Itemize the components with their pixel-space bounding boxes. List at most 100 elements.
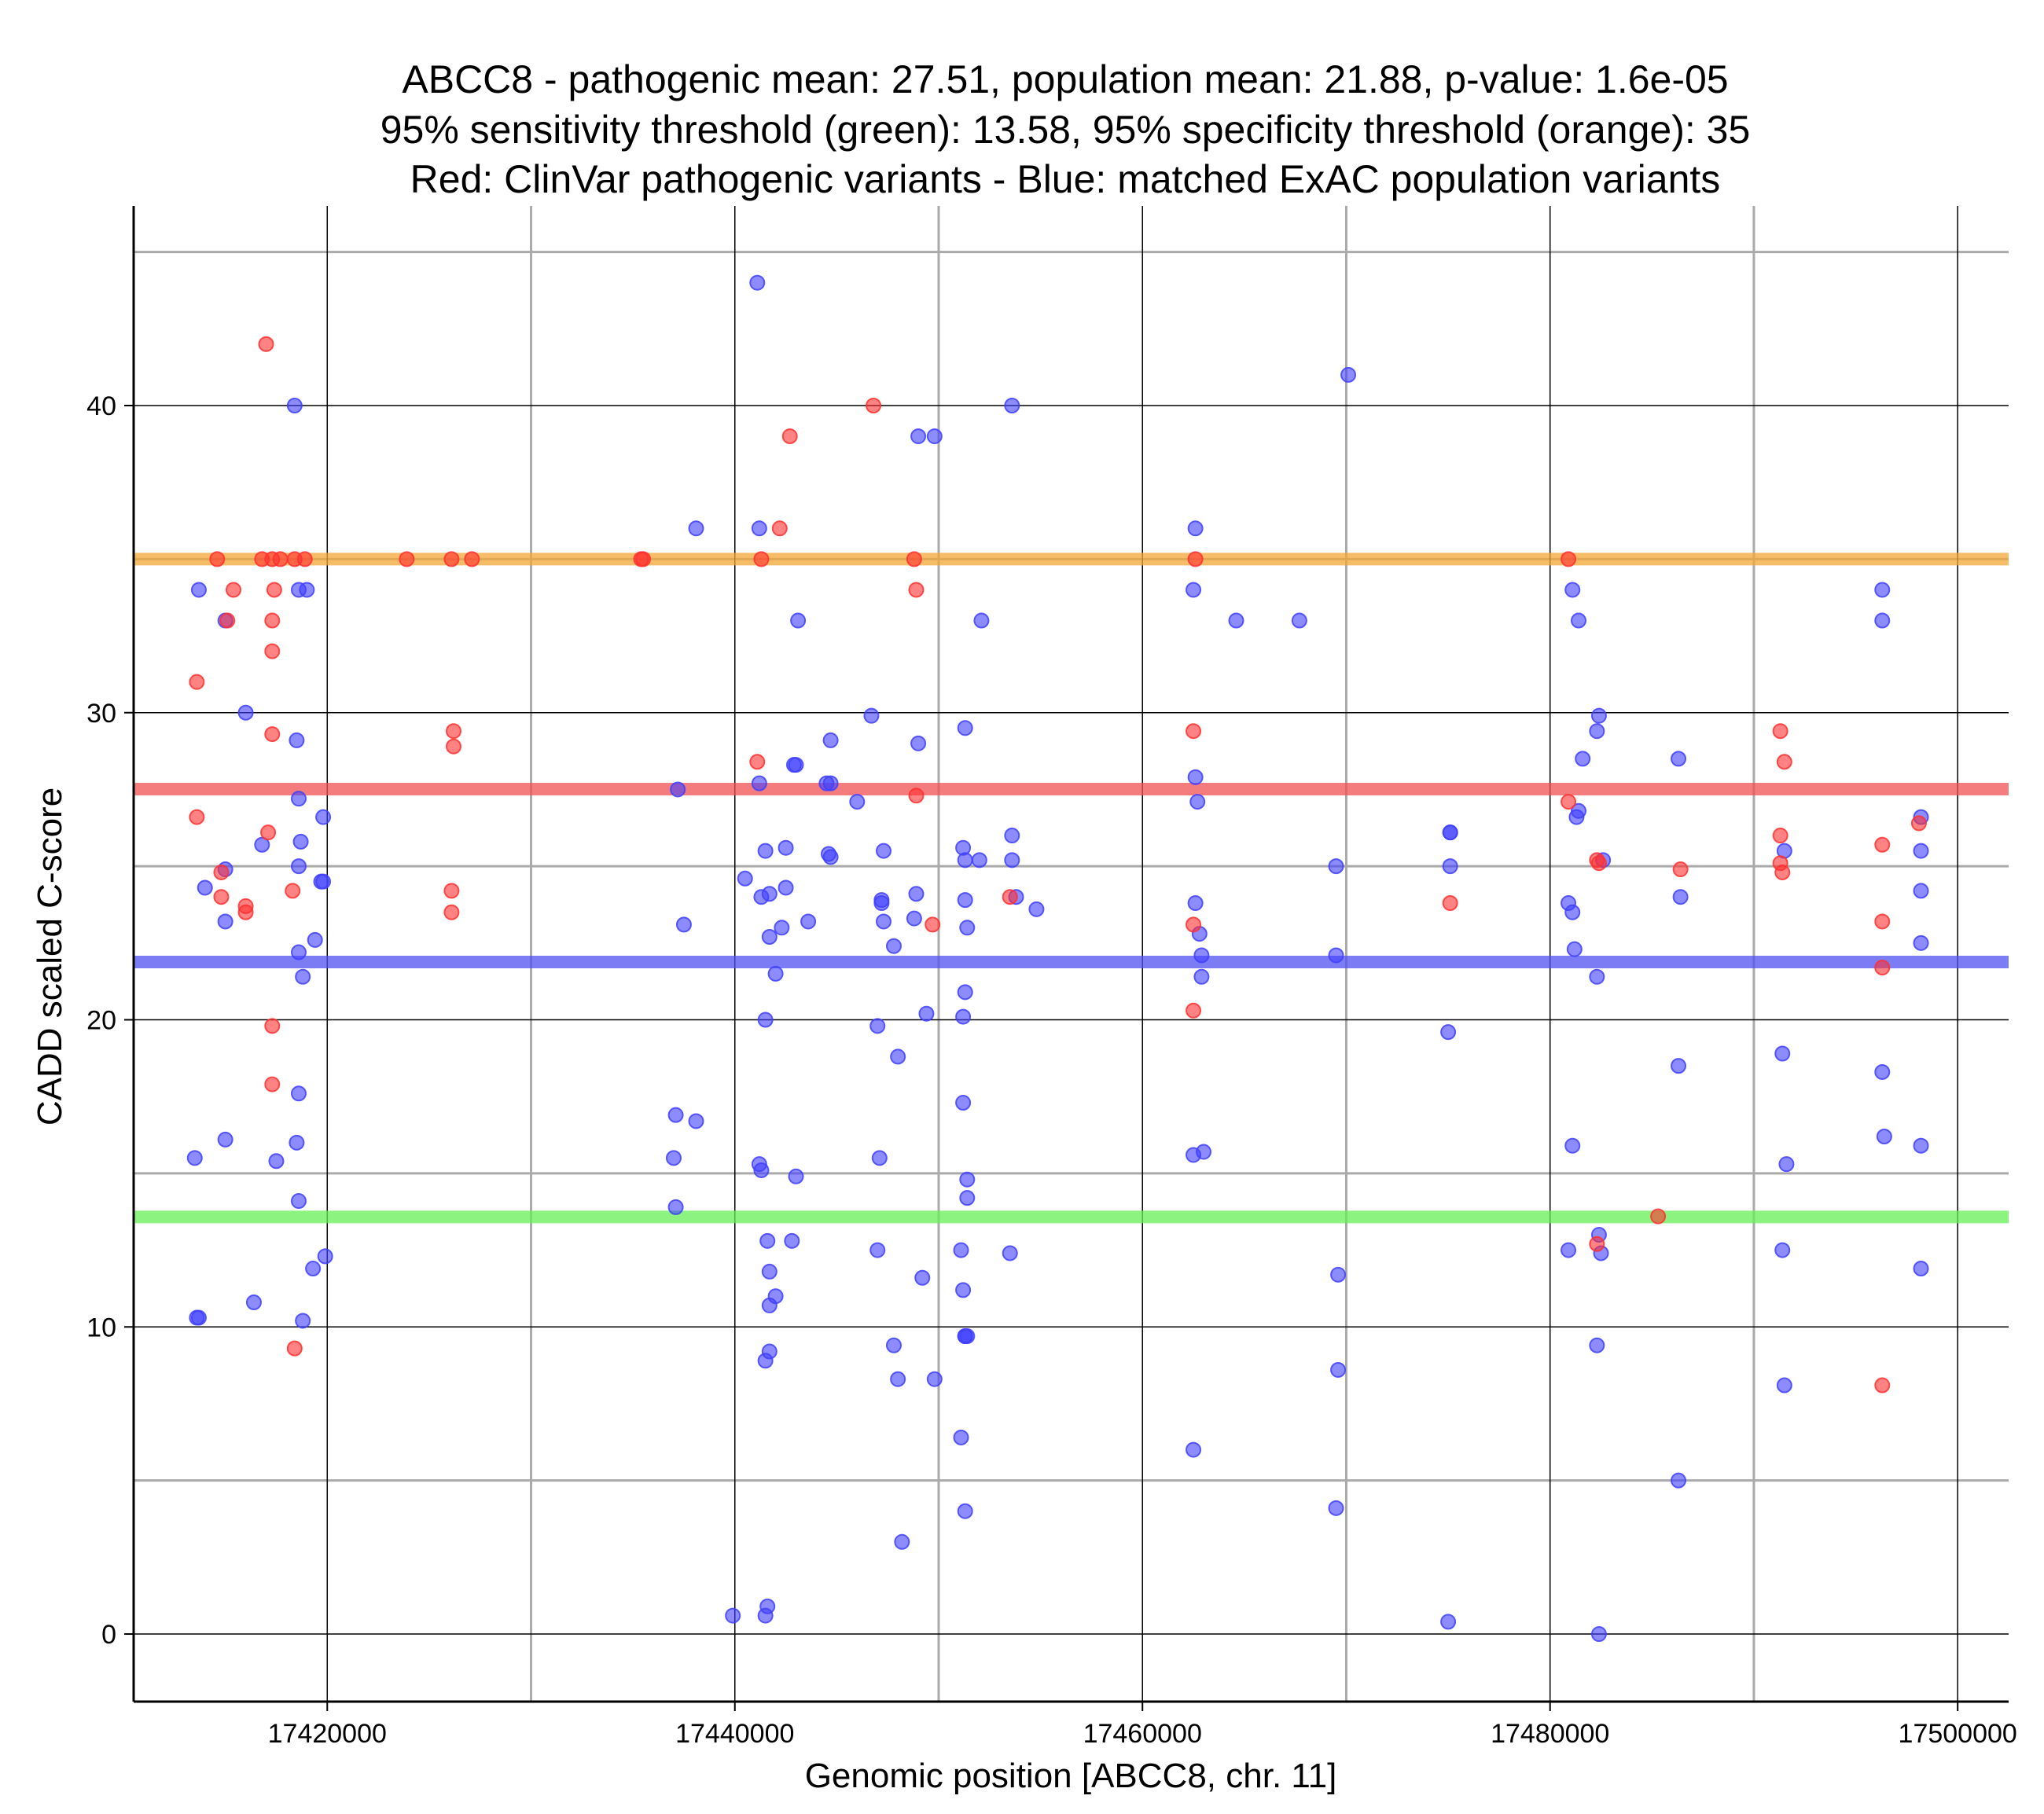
population-variant-point bbox=[290, 791, 307, 807]
population-variant-point bbox=[955, 1095, 972, 1111]
population-variant-point bbox=[757, 1607, 774, 1624]
population-variant-point bbox=[1913, 935, 1929, 951]
reference-lines bbox=[134, 553, 2009, 1224]
population-variant-point bbox=[725, 1607, 741, 1624]
population-variant-point bbox=[295, 968, 311, 985]
population-variant-point bbox=[953, 1242, 969, 1258]
pathogenic-variant-point bbox=[1910, 815, 1927, 832]
population-variant-point bbox=[822, 775, 839, 791]
population-variant-point bbox=[1776, 1377, 1792, 1394]
population-variant-point bbox=[800, 913, 817, 930]
pathogenic-variant-point bbox=[226, 582, 242, 598]
population-variant-point bbox=[1193, 947, 1210, 964]
population-variant-point bbox=[871, 1150, 888, 1166]
population-variant-point bbox=[876, 913, 891, 930]
pathogenic-variant-point bbox=[1650, 1208, 1667, 1225]
population-variant-point bbox=[849, 794, 866, 810]
grid-lines bbox=[134, 206, 2009, 1702]
population-variant-point bbox=[1874, 612, 1891, 629]
pathogenic-variant-point bbox=[1874, 960, 1891, 976]
population-variant-point bbox=[289, 732, 305, 748]
population-variant-point bbox=[1196, 1144, 1212, 1160]
population-variant-point bbox=[869, 1242, 886, 1258]
y-tick-label: 40 bbox=[86, 391, 116, 421]
population-variant-point bbox=[675, 916, 692, 933]
population-variant-point bbox=[759, 1232, 776, 1249]
population-variant-point bbox=[289, 1134, 305, 1151]
pathogenic-variant-point bbox=[908, 582, 925, 598]
population-variant-point bbox=[885, 938, 902, 954]
pathogenic-variant-point bbox=[635, 551, 652, 567]
population-variant-point bbox=[1774, 1045, 1791, 1062]
pathogenic-variant-point bbox=[219, 612, 236, 629]
pathogenic-variant-point bbox=[189, 674, 205, 690]
axis-ticks: 17420000 17440000 17460000 17480000 17500000… bbox=[86, 391, 2017, 1749]
population-variant-point bbox=[1571, 612, 1587, 629]
population-variant-point bbox=[1589, 968, 1605, 985]
pathogenic-variant-point bbox=[925, 916, 941, 933]
population-variant-point bbox=[1671, 1058, 1687, 1074]
x-tick-label: 17500000 bbox=[1899, 1719, 2017, 1749]
pathogenic-variant-point bbox=[399, 551, 415, 567]
population-variant-point bbox=[317, 1248, 333, 1265]
pathogenic-variant-point bbox=[908, 788, 925, 804]
pathogenic-variant-point bbox=[1561, 551, 1577, 567]
population-variant-point bbox=[959, 1327, 976, 1344]
population-variant-point bbox=[971, 852, 987, 868]
population-variant-point bbox=[667, 1107, 684, 1123]
pathogenic-variant-point bbox=[1002, 889, 1018, 905]
population-variant-point bbox=[1774, 1242, 1791, 1258]
population-variant-point bbox=[774, 920, 790, 936]
population-variant-point bbox=[918, 1005, 935, 1022]
population-variant-point bbox=[670, 781, 686, 798]
population-variant-point bbox=[822, 849, 839, 865]
pathogenic-variant-point bbox=[906, 551, 922, 567]
population-variant-point bbox=[906, 910, 922, 927]
x-tick-label: 17440000 bbox=[675, 1719, 794, 1749]
population-variant-point bbox=[286, 397, 303, 413]
population-variant-point bbox=[290, 944, 307, 960]
population-variant-point bbox=[1193, 968, 1210, 985]
population-variant-point bbox=[1330, 1361, 1347, 1378]
population-variant-point bbox=[1028, 901, 1045, 917]
population-variant-point bbox=[1330, 1266, 1347, 1283]
population-variant-point bbox=[1328, 858, 1344, 875]
pathogenic-variant-point bbox=[443, 904, 460, 920]
population-variant-point bbox=[788, 757, 804, 773]
population-variant-point bbox=[307, 931, 323, 948]
population-variant-point bbox=[894, 1533, 910, 1550]
chart-title-line-3: Red: ClinVar pathogenic variants - Blue:… bbox=[410, 157, 1721, 201]
pathogenic-variant-point bbox=[1186, 916, 1202, 933]
pathogenic-variant-point bbox=[781, 428, 798, 445]
population-variant-point bbox=[1004, 828, 1020, 844]
population-variant-point bbox=[1575, 751, 1591, 767]
population-variant-point bbox=[295, 1313, 311, 1329]
population-variant-point bbox=[761, 1263, 778, 1280]
population-variant-point bbox=[1442, 824, 1458, 841]
population-variant-point bbox=[973, 612, 990, 629]
population-variant-point bbox=[237, 704, 254, 721]
population-variant-point bbox=[863, 707, 880, 724]
x-axis-title: Genomic position [ABCC8, chr. 11] bbox=[805, 1757, 1337, 1795]
population-variant-point bbox=[1913, 1137, 1929, 1154]
pathogenic-variant-point bbox=[443, 551, 460, 567]
population-variant-point bbox=[1671, 1472, 1687, 1489]
population-variant-point bbox=[869, 1018, 886, 1034]
pathogenic-variant-point bbox=[446, 723, 462, 740]
population-variant-point bbox=[1328, 947, 1344, 964]
population-variant-point bbox=[1328, 1500, 1344, 1516]
chart-title-line-2: 95% sensitivity threshold (green): 13.58… bbox=[380, 108, 1751, 152]
population-variant-point bbox=[953, 1429, 969, 1445]
population-variant-point bbox=[1189, 794, 1206, 810]
pathogenic-variant-point bbox=[213, 864, 230, 880]
population-variant-point bbox=[767, 965, 784, 982]
pathogenic-variant-point bbox=[1772, 723, 1788, 740]
population-variant-point bbox=[753, 889, 770, 905]
population-variant-point bbox=[667, 1199, 684, 1215]
population-variant-point bbox=[757, 1012, 774, 1028]
pathogenic-variant-point bbox=[264, 643, 281, 659]
pathogenic-variant-point bbox=[464, 551, 480, 567]
population-variant-point bbox=[245, 1294, 262, 1311]
population-variant-point bbox=[890, 1371, 906, 1387]
